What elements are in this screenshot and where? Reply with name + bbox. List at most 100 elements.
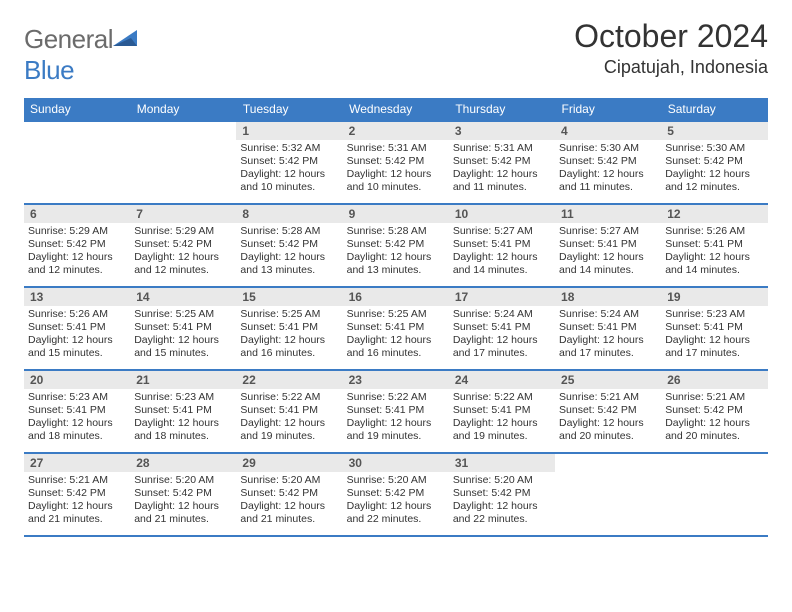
- day-details: Sunrise: 5:21 AMSunset: 5:42 PMDaylight:…: [555, 389, 661, 446]
- day-details: Sunrise: 5:23 AMSunset: 5:41 PMDaylight:…: [130, 389, 236, 446]
- calendar-day-cell: 7Sunrise: 5:29 AMSunset: 5:42 PMDaylight…: [130, 204, 236, 287]
- day-details: Sunrise: 5:23 AMSunset: 5:41 PMDaylight:…: [661, 306, 767, 363]
- day-number: 6: [24, 205, 130, 223]
- calendar-day-cell: 25Sunrise: 5:21 AMSunset: 5:42 PMDayligh…: [555, 370, 661, 453]
- calendar-day-cell: 9Sunrise: 5:28 AMSunset: 5:42 PMDaylight…: [343, 204, 449, 287]
- day-details: Sunrise: 5:29 AMSunset: 5:42 PMDaylight:…: [130, 223, 236, 280]
- day-number: 1: [236, 122, 342, 140]
- calendar-day-cell: 20Sunrise: 5:23 AMSunset: 5:41 PMDayligh…: [24, 370, 130, 453]
- calendar-day-cell: 2Sunrise: 5:31 AMSunset: 5:42 PMDaylight…: [343, 121, 449, 204]
- logo-text: General Blue: [24, 24, 141, 86]
- calendar-day-cell: 3Sunrise: 5:31 AMSunset: 5:42 PMDaylight…: [449, 121, 555, 204]
- calendar-day-cell: 26Sunrise: 5:21 AMSunset: 5:42 PMDayligh…: [661, 370, 767, 453]
- calendar-day-cell: 15Sunrise: 5:25 AMSunset: 5:41 PMDayligh…: [236, 287, 342, 370]
- day-number: 27: [24, 454, 130, 472]
- day-number: 4: [555, 122, 661, 140]
- calendar-day-cell: 28Sunrise: 5:20 AMSunset: 5:42 PMDayligh…: [130, 453, 236, 536]
- calendar-day-cell: 21Sunrise: 5:23 AMSunset: 5:41 PMDayligh…: [130, 370, 236, 453]
- calendar-day-cell: 29Sunrise: 5:20 AMSunset: 5:42 PMDayligh…: [236, 453, 342, 536]
- calendar-day-cell: 10Sunrise: 5:27 AMSunset: 5:41 PMDayligh…: [449, 204, 555, 287]
- day-details: Sunrise: 5:26 AMSunset: 5:41 PMDaylight:…: [24, 306, 130, 363]
- calendar-empty-cell: [661, 453, 767, 536]
- day-details: Sunrise: 5:32 AMSunset: 5:42 PMDaylight:…: [236, 140, 342, 197]
- day-details: Sunrise: 5:20 AMSunset: 5:42 PMDaylight:…: [236, 472, 342, 529]
- calendar-empty-cell: [555, 453, 661, 536]
- day-number: 13: [24, 288, 130, 306]
- calendar-table: SundayMondayTuesdayWednesdayThursdayFrid…: [24, 98, 768, 537]
- day-details: Sunrise: 5:31 AMSunset: 5:42 PMDaylight:…: [449, 140, 555, 197]
- day-number: 7: [130, 205, 236, 223]
- logo: General Blue: [24, 24, 141, 86]
- day-number: 3: [449, 122, 555, 140]
- day-details: Sunrise: 5:20 AMSunset: 5:42 PMDaylight:…: [130, 472, 236, 529]
- day-number: 17: [449, 288, 555, 306]
- calendar-week-row: 1Sunrise: 5:32 AMSunset: 5:42 PMDaylight…: [24, 121, 768, 204]
- day-details: Sunrise: 5:22 AMSunset: 5:41 PMDaylight:…: [236, 389, 342, 446]
- page-title: October 2024: [574, 18, 768, 55]
- title-block: October 2024 Cipatujah, Indonesia: [574, 18, 768, 78]
- calendar-header-row: SundayMondayTuesdayWednesdayThursdayFrid…: [24, 98, 768, 121]
- weekday-header: Thursday: [449, 98, 555, 121]
- day-number: 28: [130, 454, 236, 472]
- calendar-week-row: 27Sunrise: 5:21 AMSunset: 5:42 PMDayligh…: [24, 453, 768, 536]
- weekday-header: Wednesday: [343, 98, 449, 121]
- day-details: Sunrise: 5:25 AMSunset: 5:41 PMDaylight:…: [236, 306, 342, 363]
- day-number: 30: [343, 454, 449, 472]
- day-details: Sunrise: 5:20 AMSunset: 5:42 PMDaylight:…: [449, 472, 555, 529]
- day-number: 18: [555, 288, 661, 306]
- day-details: Sunrise: 5:21 AMSunset: 5:42 PMDaylight:…: [661, 389, 767, 446]
- day-details: Sunrise: 5:24 AMSunset: 5:41 PMDaylight:…: [449, 306, 555, 363]
- day-number: 26: [661, 371, 767, 389]
- day-number: 10: [449, 205, 555, 223]
- day-number: 11: [555, 205, 661, 223]
- day-details: Sunrise: 5:24 AMSunset: 5:41 PMDaylight:…: [555, 306, 661, 363]
- logo-word1: General: [24, 24, 113, 54]
- day-number: 22: [236, 371, 342, 389]
- day-details: Sunrise: 5:27 AMSunset: 5:41 PMDaylight:…: [449, 223, 555, 280]
- day-number: 24: [449, 371, 555, 389]
- weekday-header: Saturday: [661, 98, 767, 121]
- calendar-day-cell: 11Sunrise: 5:27 AMSunset: 5:41 PMDayligh…: [555, 204, 661, 287]
- calendar-day-cell: 8Sunrise: 5:28 AMSunset: 5:42 PMDaylight…: [236, 204, 342, 287]
- day-number: 23: [343, 371, 449, 389]
- calendar-week-row: 13Sunrise: 5:26 AMSunset: 5:41 PMDayligh…: [24, 287, 768, 370]
- calendar-day-cell: 23Sunrise: 5:22 AMSunset: 5:41 PMDayligh…: [343, 370, 449, 453]
- logo-triangle-icon: [113, 28, 141, 48]
- calendar-week-row: 6Sunrise: 5:29 AMSunset: 5:42 PMDaylight…: [24, 204, 768, 287]
- day-details: Sunrise: 5:22 AMSunset: 5:41 PMDaylight:…: [449, 389, 555, 446]
- weekday-header: Tuesday: [236, 98, 342, 121]
- day-details: Sunrise: 5:30 AMSunset: 5:42 PMDaylight:…: [555, 140, 661, 197]
- calendar-week-row: 20Sunrise: 5:23 AMSunset: 5:41 PMDayligh…: [24, 370, 768, 453]
- calendar-day-cell: 27Sunrise: 5:21 AMSunset: 5:42 PMDayligh…: [24, 453, 130, 536]
- calendar-day-cell: 30Sunrise: 5:20 AMSunset: 5:42 PMDayligh…: [343, 453, 449, 536]
- header: General Blue October 2024 Cipatujah, Ind…: [24, 18, 768, 86]
- day-number: 25: [555, 371, 661, 389]
- day-number: 21: [130, 371, 236, 389]
- day-details: Sunrise: 5:31 AMSunset: 5:42 PMDaylight:…: [343, 140, 449, 197]
- day-number: 19: [661, 288, 767, 306]
- day-number: 29: [236, 454, 342, 472]
- day-number: 5: [661, 122, 767, 140]
- day-details: Sunrise: 5:25 AMSunset: 5:41 PMDaylight:…: [130, 306, 236, 363]
- day-number: 12: [661, 205, 767, 223]
- day-details: Sunrise: 5:21 AMSunset: 5:42 PMDaylight:…: [24, 472, 130, 529]
- calendar-day-cell: 18Sunrise: 5:24 AMSunset: 5:41 PMDayligh…: [555, 287, 661, 370]
- day-number: 31: [449, 454, 555, 472]
- day-details: Sunrise: 5:28 AMSunset: 5:42 PMDaylight:…: [236, 223, 342, 280]
- day-details: Sunrise: 5:20 AMSunset: 5:42 PMDaylight:…: [343, 472, 449, 529]
- calendar-day-cell: 1Sunrise: 5:32 AMSunset: 5:42 PMDaylight…: [236, 121, 342, 204]
- day-details: Sunrise: 5:23 AMSunset: 5:41 PMDaylight:…: [24, 389, 130, 446]
- logo-word2: Blue: [24, 55, 74, 85]
- day-number: 9: [343, 205, 449, 223]
- calendar-empty-cell: [24, 121, 130, 204]
- weekday-header: Monday: [130, 98, 236, 121]
- calendar-day-cell: 14Sunrise: 5:25 AMSunset: 5:41 PMDayligh…: [130, 287, 236, 370]
- day-details: Sunrise: 5:28 AMSunset: 5:42 PMDaylight:…: [343, 223, 449, 280]
- day-number: 20: [24, 371, 130, 389]
- calendar-day-cell: 24Sunrise: 5:22 AMSunset: 5:41 PMDayligh…: [449, 370, 555, 453]
- calendar-empty-cell: [130, 121, 236, 204]
- day-number: 15: [236, 288, 342, 306]
- calendar-day-cell: 19Sunrise: 5:23 AMSunset: 5:41 PMDayligh…: [661, 287, 767, 370]
- calendar-day-cell: 4Sunrise: 5:30 AMSunset: 5:42 PMDaylight…: [555, 121, 661, 204]
- calendar-day-cell: 12Sunrise: 5:26 AMSunset: 5:41 PMDayligh…: [661, 204, 767, 287]
